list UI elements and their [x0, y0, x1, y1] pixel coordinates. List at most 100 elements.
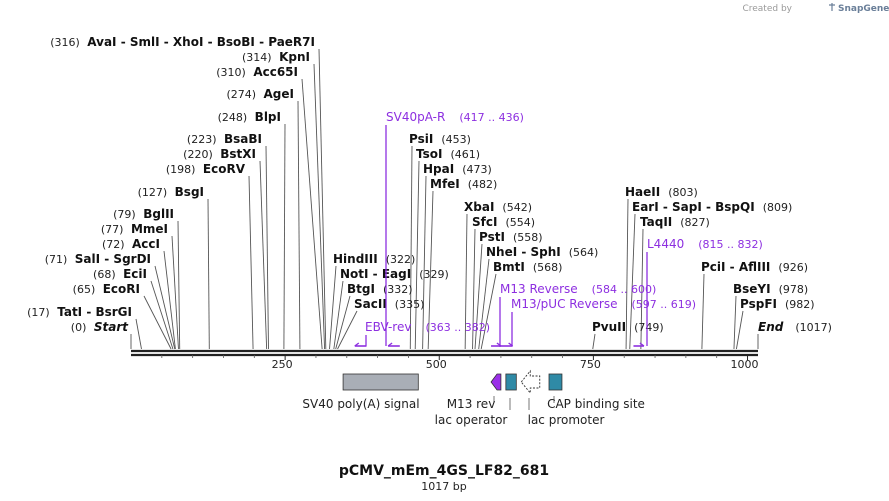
enzyme-names: HpaI (473)	[423, 162, 492, 176]
enzyme-position: (322)	[386, 253, 416, 266]
feature-label: CAP binding site	[547, 397, 645, 411]
enzyme-position: (316)	[50, 36, 83, 49]
primer-arrow-head	[354, 342, 360, 347]
leader-lines	[130, 48, 759, 350]
feature-lacprom: lac promoter	[520, 369, 604, 427]
enzyme-leader-line	[177, 220, 181, 350]
enzyme-names: (72) AccI	[102, 237, 160, 251]
enzyme-names: XbaI (542)	[464, 200, 532, 214]
primer-name: EBV-rev	[365, 320, 411, 334]
start-label: (0) Start	[71, 320, 129, 334]
primer-range: (584 .. 600)	[592, 283, 657, 296]
enzyme-names: EarI - SapI - BspQI (809)	[632, 200, 792, 214]
enzyme-names: BseYI (978)	[733, 282, 808, 296]
enzyme-position: (71)	[45, 253, 71, 266]
enzyme-position: (453)	[441, 133, 471, 146]
primer-m13rev: M13 Reverse (584 .. 600)	[491, 282, 657, 347]
enzyme-names: SfcI (554)	[472, 215, 535, 229]
enzyme-leader-line	[409, 145, 413, 350]
enzyme-leader-line	[701, 273, 705, 350]
enzyme-name: NheI - SphI	[486, 245, 561, 259]
enzyme-names: TsoI (461)	[416, 147, 480, 161]
enzyme-names: (68) EciI	[93, 267, 147, 281]
enzyme-position: (982)	[785, 298, 815, 311]
enzyme-names: (79) BglII	[113, 207, 174, 221]
enzyme-site-g568: BmtI (568)	[493, 260, 562, 274]
enzyme-site-g453: PsiI (453)	[409, 132, 471, 146]
enzyme-name: HindIII	[333, 252, 378, 266]
enzyme-name: BlpI	[255, 110, 281, 124]
enzyme-names: TaqII (827)	[640, 215, 710, 229]
scale-tick-500: 500	[426, 355, 447, 371]
primer-label: SV40pA-R (417 .. 436)	[386, 110, 524, 124]
enzyme-leader-line	[474, 243, 483, 350]
primer-annotations: SV40pA-R (417 .. 436) EBV-rev (363 .. 382) M…	[354, 110, 763, 347]
primer-sv40pa: SV40pA-R (417 .. 436)	[385, 110, 524, 347]
enzyme-site-g982: PspFI (982)	[740, 297, 815, 311]
enzyme-name: PciI - AflIII	[701, 260, 770, 274]
enzyme-site-g332: BtgI (332)	[347, 282, 413, 296]
enzyme-name: BsgI	[175, 185, 204, 199]
primer-label: M13/pUC Reverse (597 .. 619)	[511, 297, 696, 311]
start-marker: (0) Start	[71, 320, 129, 334]
enzyme-leader-line	[414, 160, 420, 350]
enzyme-name: TsoI	[416, 147, 442, 161]
tick-label: 250	[272, 358, 293, 371]
enzyme-name: TatI - BsrGI	[57, 305, 132, 319]
enzyme-leader-line	[335, 295, 351, 350]
enzyme-position: (926)	[778, 261, 808, 274]
feature-cap: CAP binding site	[547, 373, 645, 411]
snapgene-logo-icon	[829, 3, 835, 11]
enzyme-position: (558)	[513, 231, 543, 244]
enzyme-position: (72)	[102, 238, 128, 251]
enzyme-names: (127) BsgI	[138, 185, 204, 199]
enzyme-names: (310) Acc65I	[216, 65, 298, 79]
enzyme-site-g558: PstI (558)	[479, 230, 543, 244]
enzyme-names: PsiI (453)	[409, 132, 471, 146]
enzyme-leader-line	[297, 100, 301, 350]
enzyme-site-g803: HaeII (803)	[625, 185, 698, 199]
enzyme-site-g198: (198) EcoRV	[166, 162, 246, 176]
tick-label: 500	[426, 358, 447, 371]
enzyme-names: PstI (558)	[479, 230, 543, 244]
enzyme-names: PvuII (749)	[592, 320, 664, 334]
enzyme-site-g314: (314) KpnI	[242, 50, 310, 64]
scale-ticks: 250 500 750 1000	[161, 355, 759, 371]
feature-label: SV40 poly(A) signal	[302, 397, 419, 411]
enzyme-name: BmtI	[493, 260, 525, 274]
primer-range: (417 .. 436)	[459, 111, 524, 124]
enzyme-position: (77)	[101, 223, 127, 236]
enzyme-position: (310)	[216, 66, 249, 79]
primer-name: SV40pA-R	[386, 110, 445, 124]
enzyme-site-g473: HpaI (473)	[423, 162, 492, 176]
enzyme-site-g316: (316) AvaI - SmlI - XhoI - BsoBI - PaeR7…	[50, 35, 315, 49]
tick-label: 750	[580, 358, 601, 371]
enzyme-position: (329)	[419, 268, 449, 281]
enzyme-position: (332)	[383, 283, 413, 296]
plasmid-length: 1017 bp	[421, 480, 466, 493]
scale-tick-250: 250	[272, 355, 293, 371]
enzyme-site-g71: (71) SalI - SgrDI	[45, 252, 151, 266]
enzyme-name: BglII	[143, 207, 174, 221]
enzyme-names: BtgI (332)	[347, 282, 413, 296]
enzyme-position: (564)	[569, 246, 599, 259]
enzyme-names: (274) AgeI	[226, 87, 294, 101]
feature-arrow	[490, 373, 502, 391]
scale-tick-1000: 1000	[731, 355, 759, 371]
enzyme-position: (803)	[668, 186, 698, 199]
feature-box	[548, 373, 563, 391]
enzyme-names: BmtI (568)	[493, 260, 562, 274]
enzyme-name: NotI - EagI	[340, 267, 411, 281]
enzyme-leader-line	[733, 295, 737, 350]
enzyme-names: SacII (335)	[354, 297, 424, 311]
enzyme-leader-line	[318, 48, 327, 350]
enzyme-site-g564: NheI - SphI (564)	[486, 245, 598, 259]
enzyme-name: AccI	[132, 237, 160, 251]
enzyme-labels: (316) AvaI - SmlI - XhoI - BsoBI - PaeR7…	[27, 35, 832, 334]
enzyme-position: (461)	[450, 148, 480, 161]
enzyme-name: SalI - SgrDI	[75, 252, 151, 266]
enzyme-name: Acc65I	[253, 65, 298, 79]
feature-label: M13 rev	[447, 397, 496, 411]
enzyme-leader-line	[735, 310, 744, 350]
feature-box	[505, 373, 517, 391]
